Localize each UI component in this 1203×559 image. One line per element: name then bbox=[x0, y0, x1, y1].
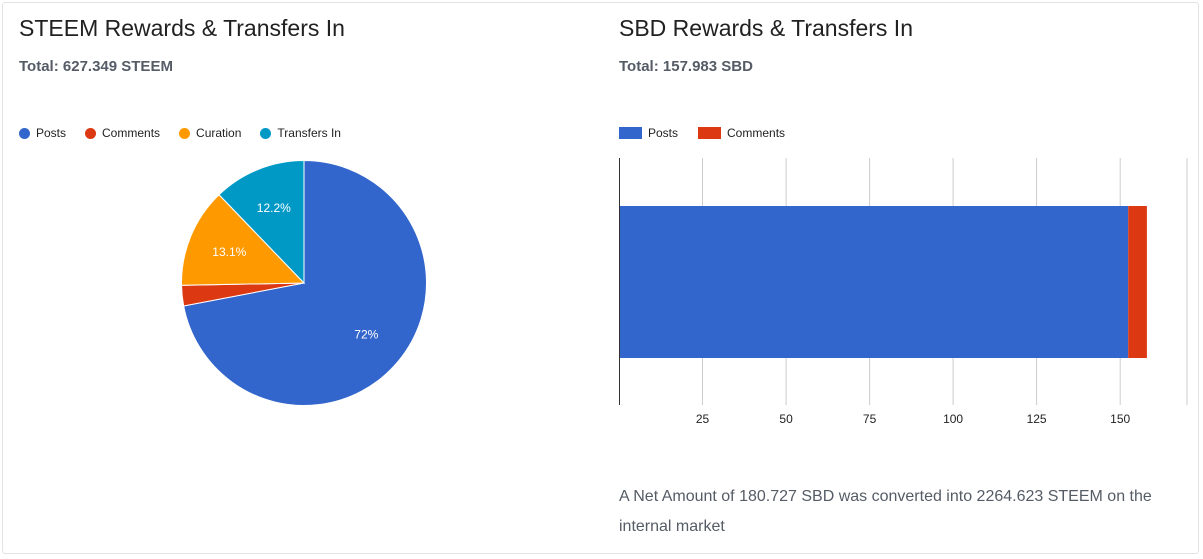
x-tick-label-150: 150 bbox=[1110, 412, 1130, 426]
steem-pie-chart: 72% 13.1% 12.2% bbox=[181, 159, 427, 406]
x-tick-label-100: 100 bbox=[943, 412, 963, 426]
legend-swatch-comments bbox=[698, 127, 722, 139]
x-tick-label-75: 75 bbox=[863, 412, 877, 426]
sbd-bar-chart: 25 50 75 100 125 150 bbox=[619, 158, 1188, 426]
sbd-legend: Posts Comments bbox=[619, 126, 805, 140]
legend-item-comments[interactable]: Comments bbox=[85, 126, 160, 140]
steem-chart-title: STEEM Rewards & Transfers In bbox=[19, 15, 345, 41]
pie-slice-curation[interactable] bbox=[181, 194, 306, 286]
legend-item-posts[interactable]: Posts bbox=[19, 126, 66, 140]
legend-label: Comments bbox=[727, 126, 786, 140]
legend-swatch-posts bbox=[619, 127, 642, 139]
legend-dot-posts bbox=[19, 127, 30, 139]
legend-label: Posts bbox=[648, 126, 679, 140]
bar-segment-comments[interactable] bbox=[1128, 206, 1147, 358]
legend-label: Posts bbox=[36, 126, 67, 140]
x-tick-label-125: 125 bbox=[1027, 412, 1047, 426]
legend-label: Curation bbox=[196, 126, 242, 140]
legend-dot-comments bbox=[85, 127, 97, 139]
legend-item-posts[interactable]: Posts bbox=[619, 126, 678, 140]
sbd-chart-title: SBD Rewards & Transfers In bbox=[619, 15, 913, 41]
steem-legend: Posts Comments Curation Transfers In bbox=[19, 126, 360, 140]
conversion-note: A Net Amount of 180.727 SBD was converte… bbox=[619, 488, 1152, 535]
bar-segment-posts[interactable] bbox=[619, 206, 1129, 358]
legend-item-comments[interactable]: Comments bbox=[698, 126, 785, 140]
legend-dot-curation bbox=[179, 127, 191, 139]
pie-label-posts: 72% bbox=[354, 328, 378, 342]
sbd-total: Total: 157.983 SBD bbox=[619, 58, 753, 75]
legend-item-transfers-in[interactable]: Transfers In bbox=[260, 126, 341, 140]
legend-item-curation[interactable]: Curation bbox=[179, 126, 241, 140]
pie-slice-posts[interactable] bbox=[183, 159, 427, 406]
x-tick-label-25: 25 bbox=[696, 412, 710, 426]
pie-label-curation: 13.1% bbox=[212, 245, 246, 259]
pie-slice-transfers-in[interactable] bbox=[218, 159, 305, 285]
legend-label: Comments bbox=[102, 126, 161, 140]
legend-dot-transfers-in bbox=[260, 127, 272, 139]
pie-label-transfers-in: 12.2% bbox=[257, 201, 291, 215]
steem-total: Total: 627.349 STEEM bbox=[19, 58, 173, 75]
legend-label: Transfers In bbox=[277, 126, 341, 140]
x-tick-label-50: 50 bbox=[779, 412, 793, 426]
